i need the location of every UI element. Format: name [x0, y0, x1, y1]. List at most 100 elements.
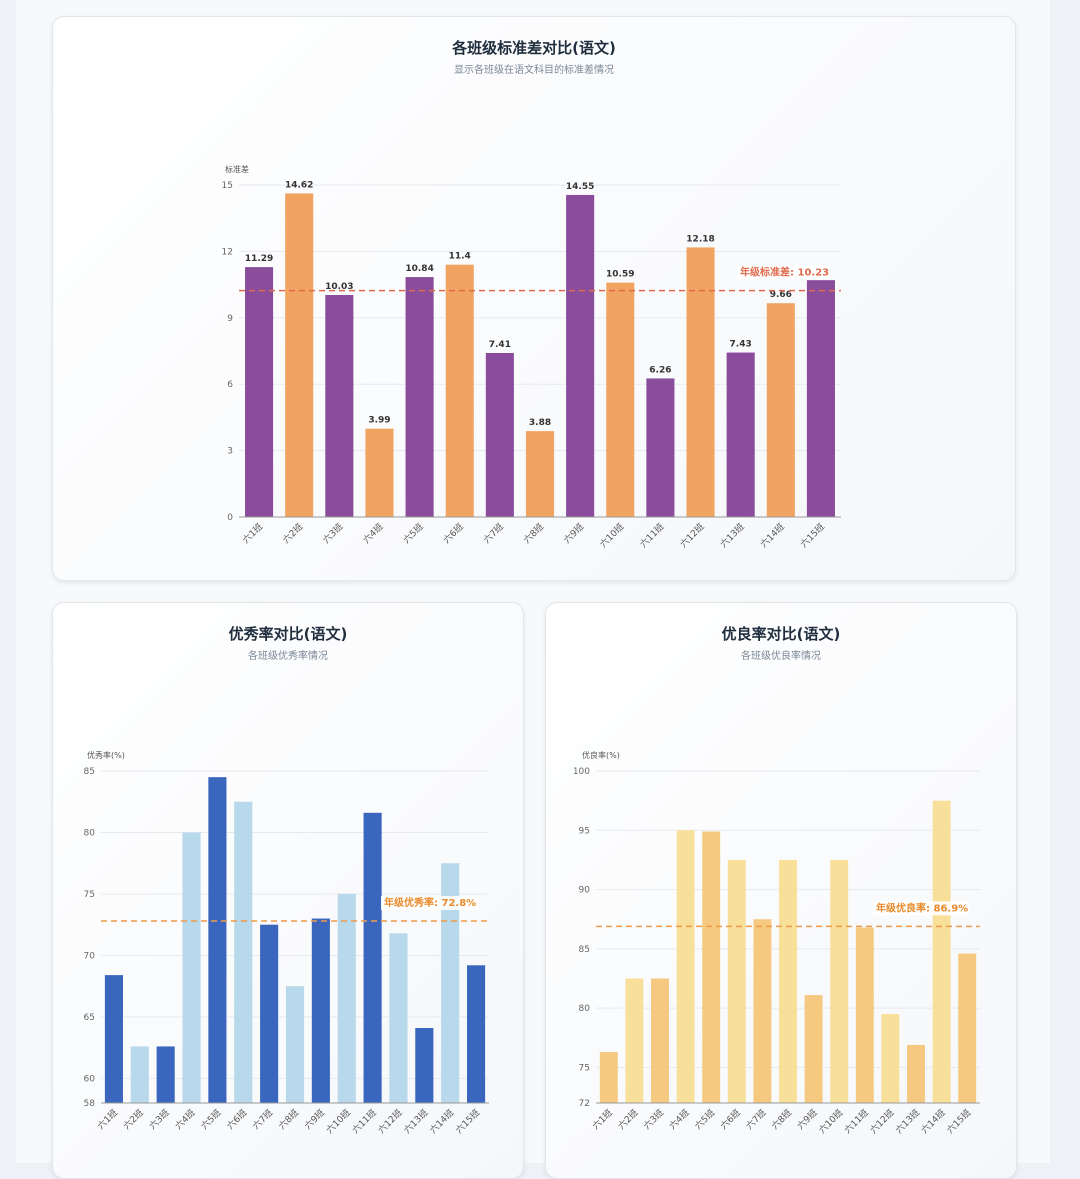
good-x-tick-label: 六6班	[718, 1107, 743, 1132]
exc-bar	[363, 812, 382, 1103]
exc-x-tick-label: 六9班	[302, 1107, 327, 1132]
exc-x-tick-label: 六11班	[349, 1107, 378, 1136]
std-bar	[566, 194, 595, 517]
good-y-tick-label: 90	[579, 886, 591, 896]
exc-x-tick-label: 六15班	[453, 1107, 482, 1136]
exc-x-tick-label: 六7班	[250, 1107, 275, 1132]
exc-x-tick-label: 六4班	[172, 1107, 197, 1132]
good-x-tick-label: 六2班	[615, 1107, 640, 1132]
exc-bar	[467, 965, 486, 1103]
exc-bar	[234, 801, 253, 1103]
std-x-tick-label: 六5班	[400, 521, 425, 546]
std-data-label: 6.26	[649, 365, 671, 375]
exc-x-tick-label: 六6班	[224, 1107, 249, 1132]
std-data-label: 11.4	[449, 252, 471, 262]
good-bar	[599, 1052, 618, 1103]
exc-y-tick-label: 85	[84, 767, 95, 777]
std-y-tick-label: 6	[227, 380, 233, 390]
exc-bar	[415, 1027, 434, 1103]
std-x-tick-label: 六15班	[798, 521, 827, 550]
good-x-tick-label: 六9班	[794, 1107, 819, 1132]
exc-x-tick-label: 六8班	[276, 1107, 301, 1132]
exc-y-tick-label: 65	[84, 1013, 95, 1023]
std-data-label: 3.88	[529, 418, 551, 428]
std-y-tick-label: 3	[227, 447, 233, 457]
std-bar	[726, 352, 755, 517]
exc-y-tick-label: 60	[84, 1074, 96, 1084]
good-x-tick-label: 六14班	[918, 1107, 947, 1136]
std-dev-chart-subtitle: 显示各班级在语文科目的标准差情况	[454, 65, 614, 76]
std-data-label: 12.18	[686, 234, 714, 244]
exc-bar	[182, 832, 201, 1103]
good-bar	[625, 978, 644, 1103]
std-bar	[405, 277, 434, 517]
std-data-label: 10.84	[405, 264, 433, 274]
good-y-tick-label: 95	[579, 826, 590, 836]
good-y-tick-label: 75	[579, 1063, 590, 1073]
exc-bar	[104, 975, 123, 1103]
std-data-label: 11.29	[245, 254, 273, 264]
std-x-tick-label: 六2班	[280, 521, 305, 546]
std-bar	[285, 193, 314, 518]
good-x-tick-label: 六5班	[692, 1107, 717, 1132]
good-x-tick-label: 六15班	[944, 1107, 973, 1136]
std-x-tick-label: 六3班	[320, 521, 345, 546]
good-y-tick-label: 100	[573, 767, 590, 777]
std-dev-chart-title: 各班级标准差对比(语文)	[452, 39, 616, 57]
std-bar	[646, 378, 675, 517]
std-bar	[325, 295, 354, 517]
exc-average-label: 年级优秀率: 72.8%	[384, 896, 476, 909]
good-rate-chart-title: 优良率对比(语文)	[721, 625, 841, 643]
good-x-tick-label: 六12班	[867, 1107, 896, 1136]
exc-bar	[156, 1046, 175, 1103]
std-x-tick-label: 六8班	[521, 521, 546, 546]
good-x-tick-label: 六4班	[666, 1107, 691, 1132]
std-bar	[245, 267, 274, 517]
exc-bar	[311, 918, 330, 1103]
std-y-axis-title: 标准差	[225, 164, 249, 174]
good-x-tick-label: 六8班	[769, 1107, 794, 1132]
std-y-tick-label: 0	[227, 513, 233, 523]
good-x-tick-label: 六1班	[590, 1107, 615, 1132]
exc-bar	[285, 986, 305, 1103]
std-x-tick-label: 六14班	[758, 521, 787, 550]
exc-x-tick-label: 六1班	[95, 1107, 120, 1132]
excellent-rate-bar-chart: 优秀率(%) 58 60 65 70 75 80 85 六1班 六2班 六3班 六4班 六5班 六6班 六7…	[84, 750, 489, 1136]
exc-x-tick-label: 六2班	[121, 1107, 146, 1132]
exc-bar	[389, 933, 408, 1103]
good-bar	[651, 978, 669, 1103]
std-data-label: 3.99	[368, 416, 390, 426]
good-average-label: 年级优良率: 86.9%	[876, 901, 968, 914]
exc-y-tick-label: 70	[84, 951, 96, 961]
std-bar	[806, 280, 835, 517]
good-y-axis-title: 优良率(%)	[582, 750, 620, 760]
std-data-label: 9.66	[770, 290, 792, 300]
exc-x-tick-label: 六5班	[198, 1107, 223, 1132]
good-bar	[804, 995, 823, 1103]
std-dev-bar-chart: 标准差 0 3 6 9 12 15 11.29 六1班 14.62 六2班 10.03 六3班 3.99 六…	[222, 164, 841, 550]
std-x-tick-label: 六11班	[637, 521, 666, 550]
good-bar	[702, 831, 721, 1103]
std-y-tick-label: 12	[222, 247, 233, 257]
good-bar	[676, 830, 695, 1103]
exc-x-tick-label: 六14班	[427, 1107, 456, 1136]
good-bar	[855, 927, 874, 1103]
good-x-tick-label: 六7班	[743, 1107, 768, 1132]
std-y-tick-label: 9	[227, 314, 233, 324]
std-bar	[485, 352, 514, 517]
good-average-label-bg	[873, 901, 969, 916]
std-data-label: 10.03	[325, 282, 353, 292]
std-x-tick-label: 六1班	[240, 521, 265, 546]
std-average-label: 年级标准差: 10.23	[740, 266, 829, 279]
exc-x-tick-label: 六12班	[375, 1107, 404, 1136]
std-data-label: 7.41	[489, 340, 511, 350]
good-x-tick-label: 六13班	[893, 1107, 922, 1136]
excellent-rate-chart-card: 优秀率对比(语文) 各班级优秀率情况 优秀率(%) 58 60 65 70 75 80 85 六…	[52, 602, 524, 1179]
good-bar	[907, 1044, 925, 1103]
good-rate-bar-chart: 优良率(%)727580859095100六1班 六2班 六3班 六4班 六5班 六6班六…	[573, 750, 980, 1136]
std-data-label: 14.62	[285, 180, 313, 190]
std-x-tick-label: 六7班	[481, 521, 506, 546]
good-x-tick-label: 六3班	[641, 1107, 666, 1132]
std-bar	[445, 264, 474, 517]
good-y-tick-label: 80	[579, 1004, 591, 1014]
